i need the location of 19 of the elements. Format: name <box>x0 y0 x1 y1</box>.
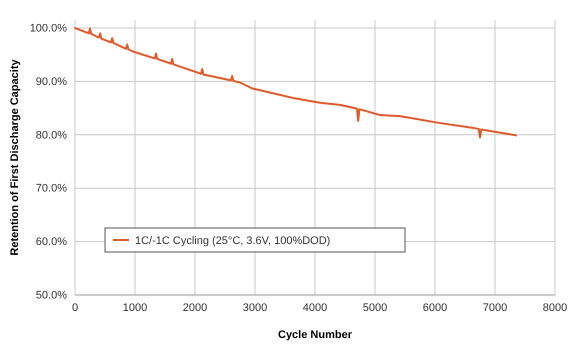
x-tick-label: 4000 <box>302 302 328 314</box>
x-tick-label: 0 <box>72 302 78 314</box>
line-series <box>74 27 517 138</box>
x-tick-label: 5000 <box>362 302 388 314</box>
legend-label: 1C/-1C Cycling (25°C, 3.6V, 100%DOD) <box>135 235 330 247</box>
x-tick-label: 1000 <box>122 302 148 314</box>
x-tick-label: 7000 <box>482 302 508 314</box>
x-tick-label: 2000 <box>182 302 208 314</box>
x-tick-label: 8000 <box>542 302 568 314</box>
x-tick-label: 3000 <box>242 302 268 314</box>
y-tick-label: 100.0% <box>30 22 68 35</box>
y-axis-title: Retention of First Discharge Capacity <box>9 58 21 256</box>
x-tick-label: 6000 <box>422 302 448 314</box>
x-axis-title: Cycle Number <box>278 329 353 341</box>
y-tick-label: 60.0% <box>36 236 68 248</box>
y-tick-label: 50.0% <box>36 290 68 302</box>
y-tick-label: 90.0% <box>36 76 68 88</box>
y-tick-label: 80.0% <box>36 129 68 142</box>
y-tick-label: 70.0% <box>36 182 68 195</box>
